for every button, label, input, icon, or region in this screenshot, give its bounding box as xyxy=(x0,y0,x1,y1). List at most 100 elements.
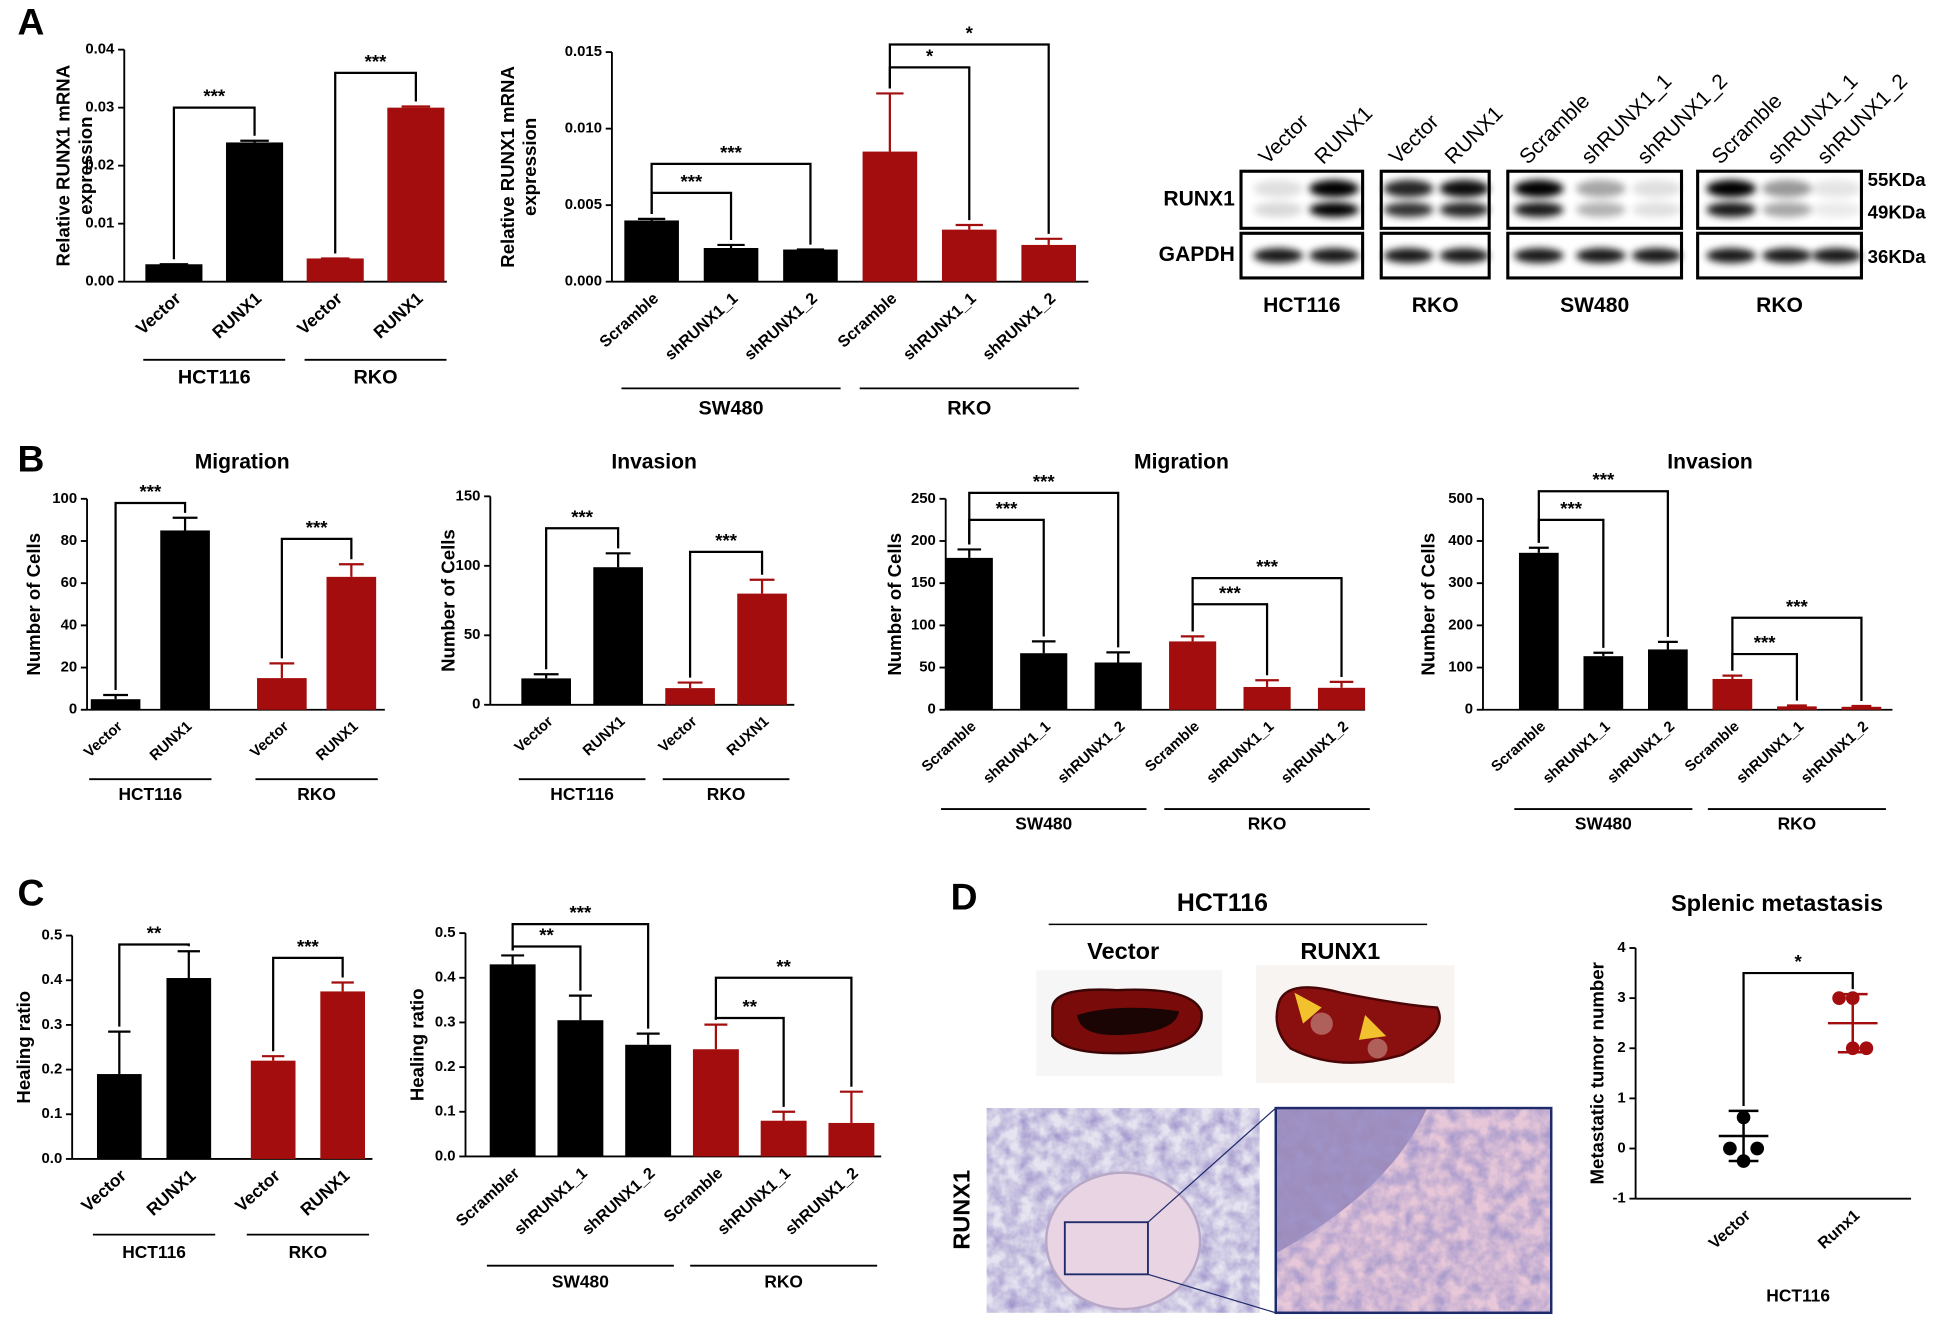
y-tick-label: 0 xyxy=(472,697,480,713)
significance-label: * xyxy=(926,45,934,66)
y-tick-label: 250 xyxy=(911,491,936,507)
blot-band xyxy=(1383,202,1434,218)
blot-frame xyxy=(1379,169,1491,230)
y-tick-label: 0.1 xyxy=(42,1106,63,1122)
chart-title: Migration xyxy=(1134,450,1229,473)
cell-line-label: RKO xyxy=(1412,294,1459,317)
significance-label: *** xyxy=(720,142,742,163)
blot-band xyxy=(1706,179,1756,198)
chart-title: Invasion xyxy=(1667,450,1753,473)
zoom-frame xyxy=(1274,1106,1553,1315)
blot-band xyxy=(1811,248,1862,264)
blot-band xyxy=(1253,248,1304,264)
group-label: SW480 xyxy=(698,398,763,420)
panel-label: B xyxy=(18,437,45,479)
group-label: RKO xyxy=(764,1272,803,1292)
panel-label: A xyxy=(18,1,45,43)
significance-label: ** xyxy=(147,923,162,944)
significance-bracket xyxy=(172,106,256,260)
y-tick-label: 0.0 xyxy=(435,1148,456,1164)
bar xyxy=(625,1044,672,1157)
y-tick-label: 300 xyxy=(1448,575,1473,591)
blot-frame xyxy=(1506,169,1684,230)
blot-band xyxy=(1439,248,1490,264)
bar xyxy=(760,1120,807,1157)
y-tick-label: 0 xyxy=(1617,1140,1625,1156)
significance-bracket xyxy=(118,943,190,1027)
bar xyxy=(521,678,571,705)
y-tick-label: 100 xyxy=(911,617,936,633)
group-label: RKO xyxy=(353,367,397,389)
bar xyxy=(250,1060,296,1159)
significance-label: *** xyxy=(306,517,328,538)
histology-column: Vector xyxy=(1087,938,1159,964)
point xyxy=(1723,1141,1737,1156)
blot-band xyxy=(1706,248,1756,264)
y-tick-label: 3 xyxy=(1617,990,1625,1006)
cell-line-label: HCT116 xyxy=(1263,294,1340,317)
histology-column: RUNX1 xyxy=(1300,938,1380,964)
y-tick-label: 150 xyxy=(911,575,936,591)
bar xyxy=(557,1020,604,1157)
significance-bracket xyxy=(968,491,1120,648)
bar xyxy=(703,248,759,282)
group-label: RKO xyxy=(947,398,991,420)
bar xyxy=(1841,706,1882,710)
group-label: RKO xyxy=(1248,814,1287,834)
y-tick-label: 0.0 xyxy=(42,1151,63,1167)
y-tick-label: 0.015 xyxy=(565,44,602,60)
significance-label: ** xyxy=(743,996,758,1017)
y-tick-label: 0.00 xyxy=(85,274,114,290)
bar xyxy=(166,978,212,1159)
histology-group: HCT116 xyxy=(1177,890,1268,917)
blot-band xyxy=(1762,202,1812,218)
y-tick-label: 50 xyxy=(464,627,481,643)
significance-label: *** xyxy=(1786,596,1808,617)
bar xyxy=(1169,641,1217,710)
y-tick-label: 0.5 xyxy=(435,925,456,941)
tumor-nodule xyxy=(1367,1038,1388,1059)
y-tick-label: 200 xyxy=(911,533,936,549)
blot-band xyxy=(1631,248,1682,264)
group-label: RKO xyxy=(289,1242,328,1262)
blot-band xyxy=(1309,179,1359,198)
significance-label: *** xyxy=(365,51,387,72)
y-tick-label: 50 xyxy=(919,660,936,676)
y-tick-label: 500 xyxy=(1448,491,1473,507)
y-tick-label: 0.005 xyxy=(565,197,602,213)
bar xyxy=(1648,649,1688,710)
bar xyxy=(326,576,377,710)
y-axis-label: expression xyxy=(519,118,540,216)
y-axis-label: Number of Cells xyxy=(23,533,44,676)
y-tick-label: 0.04 xyxy=(85,42,115,58)
blot-band xyxy=(1514,179,1564,198)
arrowhead xyxy=(1294,992,1322,1024)
bar xyxy=(1583,656,1624,710)
y-tick-label: 200 xyxy=(1448,617,1473,633)
bar xyxy=(145,264,203,282)
significance-label: *** xyxy=(1560,498,1582,519)
y-tick-label: 20 xyxy=(61,660,78,676)
significance-bracket xyxy=(334,71,417,254)
y-tick-label: 100 xyxy=(456,558,481,574)
y-tick-label: 1 xyxy=(1617,1090,1625,1106)
bar xyxy=(226,142,284,282)
y-tick-label: 4 xyxy=(1617,940,1626,956)
stain-label: RUNX1 xyxy=(948,1170,974,1250)
significance-bracket xyxy=(511,923,650,1029)
y-axis-label: Healing ratio xyxy=(406,988,427,1101)
significance-bracket xyxy=(114,501,187,691)
blot-band xyxy=(1576,179,1626,198)
significance-label: *** xyxy=(680,171,702,192)
bar xyxy=(665,688,715,705)
bar xyxy=(1518,552,1559,710)
bar xyxy=(489,964,536,1157)
y-tick-label: 0.4 xyxy=(42,972,63,988)
blot-band xyxy=(1253,179,1304,198)
y-axis-label: Relative RUNX1 mRNA xyxy=(53,65,74,267)
bar xyxy=(320,991,365,1159)
blot-band xyxy=(1576,248,1626,264)
y-axis-label: Number of Cells xyxy=(1418,533,1439,676)
significance-label: *** xyxy=(139,481,161,502)
